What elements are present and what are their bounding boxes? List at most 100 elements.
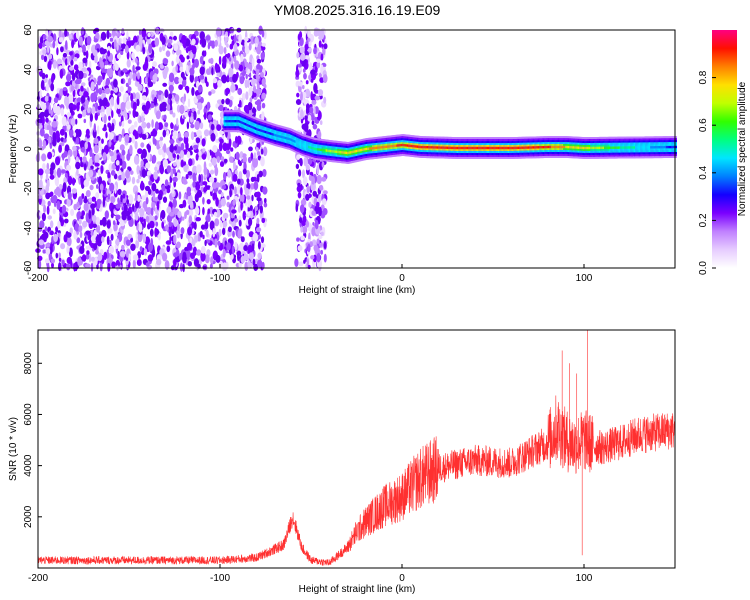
- noise-dot: [81, 27, 85, 35]
- noise-dot: [155, 110, 161, 120]
- noise-dot: [44, 95, 49, 102]
- noise-dot: [77, 113, 83, 119]
- noise-dot: [58, 257, 62, 262]
- noise-dot: [172, 130, 178, 137]
- noise-dot: [151, 247, 156, 258]
- noise-dot: [166, 214, 173, 223]
- noise-dot: [119, 144, 125, 151]
- noise-dot: [226, 242, 231, 251]
- noise-dot: [218, 104, 224, 112]
- noise-dot: [114, 102, 118, 111]
- noise-dot: [88, 169, 94, 178]
- noise-dot: [304, 115, 308, 120]
- noise-dot: [180, 159, 184, 168]
- noise-dot: [85, 190, 91, 198]
- noise-dot: [78, 218, 82, 225]
- noise-dot: [107, 46, 111, 51]
- noise-dot: [147, 243, 153, 252]
- noise-dot: [173, 43, 179, 52]
- noise-dot: [208, 91, 212, 96]
- noise-dot: [95, 216, 100, 226]
- noise-dot: [107, 50, 111, 57]
- noise-dot: [235, 136, 238, 144]
- noise-dot: [213, 211, 218, 217]
- noise-dot: [135, 66, 141, 71]
- noise-dot: [245, 91, 249, 100]
- noise-dot: [219, 161, 225, 167]
- noise-dot: [307, 114, 312, 122]
- noise-dot: [110, 233, 114, 241]
- noise-dot: [56, 200, 61, 210]
- noise-dot: [318, 40, 322, 48]
- noise-dot: [76, 201, 80, 208]
- noise-dot: [152, 76, 156, 82]
- noise-dot: [139, 208, 145, 218]
- noise-dot: [190, 252, 195, 259]
- noise-dot: [257, 259, 263, 268]
- noise-dot: [204, 239, 207, 247]
- noise-dot: [229, 156, 234, 163]
- noise-dot: [146, 72, 150, 78]
- noise-dot: [237, 252, 240, 262]
- noise-dot: [253, 263, 259, 271]
- noise-dot: [169, 31, 174, 37]
- noise-dot: [229, 188, 233, 198]
- noise-dot: [176, 241, 181, 249]
- noise-dot: [84, 99, 89, 106]
- noise-dot: [205, 35, 211, 41]
- noise-dot: [177, 210, 182, 219]
- noise-dot: [107, 262, 111, 272]
- noise-dot: [66, 197, 71, 207]
- noise-dot: [256, 227, 262, 233]
- noise-dot: [126, 199, 129, 205]
- noise-dot: [200, 186, 204, 192]
- noise-dot: [43, 133, 50, 140]
- noise-dot: [68, 33, 73, 40]
- noise-dot: [127, 233, 133, 239]
- noise-dot: [223, 46, 227, 55]
- noise-dot: [175, 55, 180, 64]
- noise-dot: [116, 42, 119, 51]
- noise-dot: [49, 230, 54, 236]
- noise-dot: [157, 193, 163, 201]
- noise-dot: [61, 116, 67, 126]
- noise-dot: [310, 69, 316, 75]
- noise-dot: [121, 171, 126, 181]
- noise-dot: [211, 157, 217, 166]
- noise-dot: [158, 140, 163, 148]
- noise-dot: [213, 195, 218, 200]
- noise-dot: [55, 226, 59, 233]
- noise-dot: [125, 169, 130, 179]
- noise-dot: [102, 73, 105, 80]
- noise-dot: [85, 263, 91, 269]
- noise-dot: [183, 131, 189, 138]
- noise-dot: [81, 146, 85, 153]
- noise-dot: [90, 262, 94, 272]
- noise-dot: [164, 179, 169, 187]
- noise-dot: [245, 73, 248, 80]
- noise-dot: [255, 90, 260, 98]
- noise-dot: [252, 232, 259, 242]
- noise-dot: [128, 86, 132, 92]
- noise-dot: [203, 186, 207, 193]
- noise-dot: [93, 123, 97, 133]
- noise-dot: [149, 220, 155, 229]
- noise-dot: [149, 228, 154, 237]
- noise-dot: [227, 238, 234, 244]
- noise-dot: [319, 242, 323, 247]
- noise-dot: [296, 92, 300, 98]
- noise-dot: [90, 256, 95, 262]
- noise-dot: [136, 259, 142, 266]
- noise-dot: [88, 197, 92, 203]
- noise-dot: [57, 220, 61, 229]
- noise-dot: [120, 51, 124, 55]
- noise-dot: [60, 46, 64, 53]
- noise-dot: [94, 162, 100, 167]
- noise-dot: [207, 42, 211, 50]
- noise-dot: [47, 35, 53, 43]
- noise-dot: [230, 83, 236, 93]
- noise-dot: [76, 211, 82, 220]
- noise-dot: [230, 28, 234, 34]
- noise-dot: [254, 100, 260, 105]
